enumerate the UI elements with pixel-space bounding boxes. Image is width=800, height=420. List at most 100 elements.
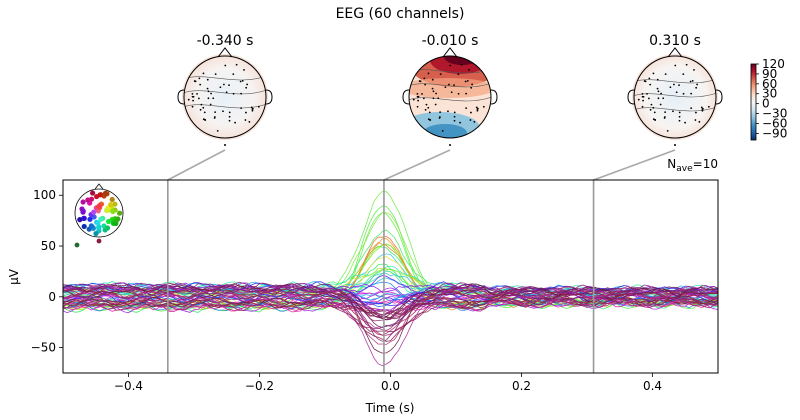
sensor-dot [427,106,430,109]
nave-suffix: =10 [693,157,718,171]
sensor-dot [435,92,437,95]
sensor-dot [245,86,248,89]
nave-prefix: N [667,157,676,171]
sensor-dot [453,111,456,114]
left-ear [627,89,635,105]
sensor-dot [427,72,430,75]
channel-trace [63,294,718,342]
sensor-dot [207,97,210,100]
colorbar-tick-label: 30 [762,87,777,101]
channel-trace [63,282,718,354]
figure-title: EEG (60 channels) [336,6,465,22]
sensor-dot [682,73,685,76]
sensor-dot [228,115,231,118]
sensor-dot [216,129,219,132]
inset-sensor [80,209,86,215]
inset-sensor [103,207,110,213]
sensor-dot [669,86,672,89]
sensor-dot [657,90,660,93]
colorbar-tick-label: 120 [762,57,785,71]
sensor-dot [689,80,692,83]
sensor-dot [684,121,686,124]
y-tick-label: 100 [33,188,56,202]
sensor-dot [416,92,419,95]
inset-sensor [98,216,104,222]
sensor-dot [656,78,659,81]
colorbar-tick-label: −90 [762,126,787,140]
sensor-dot [469,119,472,121]
inset-sensor [109,196,115,203]
sensor-dot [209,103,212,106]
sensor-dot [459,121,461,124]
sensor-dot [654,119,657,121]
inset-sensor [96,203,102,210]
sensor-dot [246,83,249,86]
channel-trace [63,283,718,345]
sensor-dot [434,103,437,106]
inset-sensor [110,208,116,215]
nave-subscript: ave [676,164,693,174]
x-tick-label: 0.4 [643,379,662,393]
sensor-dot [417,99,420,102]
head-circle [633,55,717,139]
connector-line [383,149,451,181]
sensor-dot [200,103,203,106]
sensor-dot [219,86,222,89]
sensor-dot [441,129,444,132]
colorbar-tick-label: −30 [762,107,787,121]
sensor-dot [694,119,697,121]
y-tick-label: 0 [48,290,56,304]
inset-sensor [96,225,102,231]
sensor-dot [203,111,206,114]
x-axis-ticks: −0.4 −0.2 0.0 0.2 0.4 [114,373,662,393]
sensor-dot [222,110,224,113]
sensor-dot [695,86,698,89]
sensor-dots [187,63,260,146]
x-tick-label: −0.2 [245,379,274,393]
sensor-dot [212,97,215,100]
sensor-dot [444,86,447,89]
sensor-dot [439,111,442,114]
contour-line [409,82,491,88]
sensor-dot [649,108,652,111]
axes-frame [62,179,719,374]
sensor-dot [206,87,209,90]
connector-line [167,149,226,181]
sensor-dot [432,90,435,93]
sensor-dot [693,69,695,71]
sensor-dot [664,73,667,75]
sensor-dot [417,95,420,98]
y-tick-label: 50 [41,239,56,253]
sensor-dot [196,92,198,95]
sensor-dot [232,73,235,76]
sensor-dot [198,77,201,80]
sensor-dot [199,83,202,86]
sensor-dot [427,118,430,121]
sensor-dot [656,87,659,90]
x-tick-label: 0.2 [512,379,531,393]
sensor-dot [437,97,440,100]
sensor-dot [682,92,685,95]
sensor-dot [225,91,228,94]
inset-sensor [91,209,97,215]
right-ear [715,89,723,105]
sensor-dot [234,121,236,124]
sensor-dot [653,111,656,114]
sensor-dot [690,92,693,95]
channel-trace [63,288,718,321]
sensor-dot [707,105,710,108]
inset-sensor [93,193,100,200]
sensor-dot [213,116,216,118]
sensor-dot [664,111,667,114]
colorbar-gradient [750,63,757,141]
sensor-dot [674,64,677,67]
sensor-dot [701,109,704,112]
sensor-dot [429,119,432,121]
topomap-title-2: -0.010 s [422,33,479,49]
sensor-dot [210,92,212,95]
right-ear [490,89,498,105]
sensor-dot [685,63,688,66]
sensor-dot [470,111,472,114]
sensor-dot [244,119,247,121]
sensor-dot [197,97,200,100]
